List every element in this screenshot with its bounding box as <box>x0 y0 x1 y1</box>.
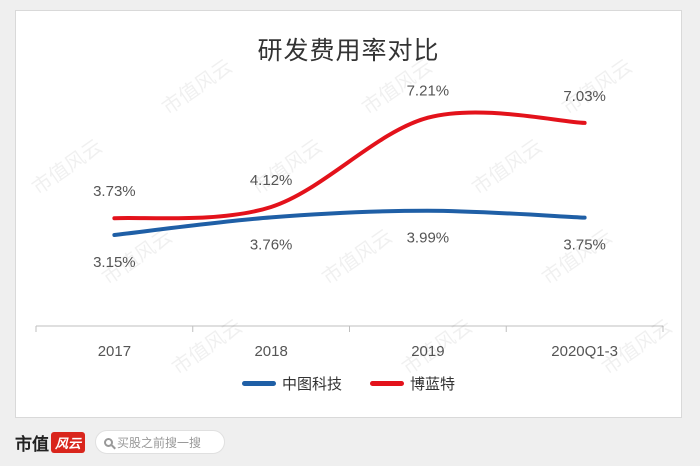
data-label: 3.15% <box>93 254 136 271</box>
series-line-0 <box>112 208 587 237</box>
x-tick-label: 2019 <box>411 343 444 360</box>
footer: 市值 风云 买股之前搜一搜 <box>15 428 226 456</box>
legend-item-series-0[interactable]: 中图科技 <box>241 373 342 394</box>
data-label: 3.99% <box>407 230 450 247</box>
legend-item-series-1[interactable]: 博蓝特 <box>370 373 455 394</box>
brand-badge: 风云 <box>51 431 86 453</box>
x-tick-label: 2020Q1-3 <box>551 343 618 360</box>
chart-title: 研发费用率对比 <box>257 37 440 65</box>
legend-swatch-series-0 <box>241 381 276 386</box>
data-label: 3.75% <box>563 237 606 254</box>
legend-swatch-series-1 <box>370 381 404 386</box>
line-chart: 2017 2018 2019 2020Q1-3 3.15% 3.76% 3.99% 3.75… <box>35 83 664 360</box>
search-placeholder: 买股之前搜一搜 <box>117 435 202 450</box>
x-tick-label: 2018 <box>254 343 287 360</box>
brand-name: 市值 <box>15 434 49 454</box>
data-label: 4.12% <box>250 172 293 189</box>
data-label: 3.76% <box>250 236 293 253</box>
chart-card: 研发费用率对比 2017 2018 2019 2020Q1-3 3.15% 3.76% 3… <box>15 10 682 418</box>
legend: 中图科技 博蓝特 <box>16 373 681 394</box>
x-tick-label: 2017 <box>98 343 131 360</box>
data-label: 7.03% <box>563 88 606 105</box>
legend-label-series-1: 博蓝特 <box>410 376 456 393</box>
data-label: 3.73% <box>93 183 136 200</box>
data-label: 7.21% <box>407 83 450 100</box>
search-icon <box>104 437 114 447</box>
legend-label-series-0: 中图科技 <box>281 376 342 393</box>
search-box[interactable]: 买股之前搜一搜 <box>95 430 226 454</box>
series-line-1 <box>112 110 587 221</box>
brand-logo[interactable]: 市值 风云 <box>15 430 86 455</box>
